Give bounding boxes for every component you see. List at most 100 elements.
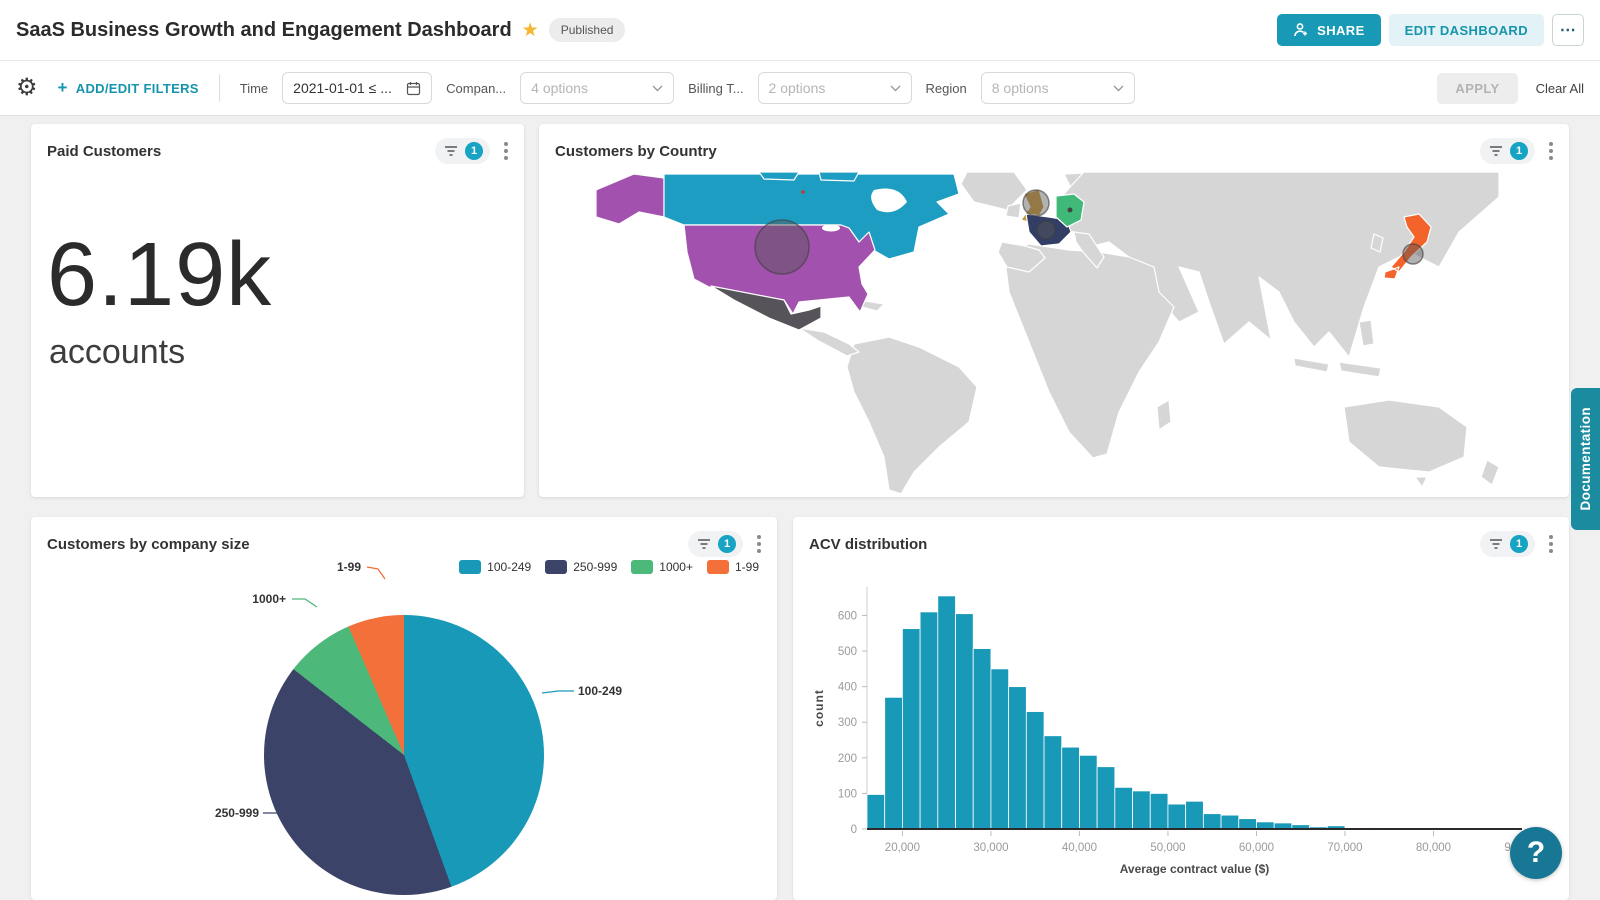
map-central-america[interactable]: [798, 327, 860, 357]
billing-filter-value: 2 options: [768, 80, 826, 96]
widget-filter-pill[interactable]: 1: [435, 138, 490, 164]
map-country-mexico[interactable]: [710, 285, 822, 331]
map-bubble-united-states[interactable]: [754, 219, 810, 275]
map-bubble-japan[interactable]: [1402, 243, 1424, 265]
page-title: SaaS Business Growth and Engagement Dash…: [16, 18, 512, 41]
histogram-bar[interactable]: [866, 794, 886, 830]
pie-label-1-99: 1-99: [336, 560, 361, 574]
kpi-unit: accounts: [49, 333, 186, 371]
map-bubble-france[interactable]: [1036, 220, 1056, 240]
time-filter-value: 2021-01-01 ≤ ...: [293, 80, 392, 96]
map-south-america[interactable]: [846, 336, 978, 495]
map-korea[interactable]: [1370, 233, 1384, 253]
histogram-bar[interactable]: [955, 613, 974, 830]
add-edit-filters-button[interactable]: + ADD/EDIT FILTERS: [58, 78, 199, 98]
map-africa[interactable]: [1003, 243, 1175, 459]
filter-count-badge: 1: [718, 535, 736, 553]
share-button[interactable]: SHARE: [1277, 14, 1381, 46]
histogram-chart[interactable]: 0 100 200 300 400 500 600 20,000 30,000 40,000 50,…: [801, 569, 1561, 899]
filter-icon: [698, 539, 710, 549]
histogram-bar[interactable]: [884, 696, 903, 830]
legend-item[interactable]: 1-99: [706, 560, 759, 574]
histogram-bar[interactable]: [1167, 803, 1187, 830]
time-filter-input[interactable]: 2021-01-01 ≤ ...: [282, 72, 433, 104]
histogram-bar[interactable]: [1008, 686, 1027, 830]
svg-text:600: 600: [838, 610, 857, 622]
histogram-bar[interactable]: [1185, 800, 1204, 830]
clear-all-button[interactable]: Clear All: [1535, 80, 1584, 96]
histogram-bar[interactable]: [1149, 793, 1169, 830]
favorite-star-icon[interactable]: ★: [521, 19, 539, 41]
svg-text:30,000: 30,000: [973, 842, 1008, 854]
company-filter-select[interactable]: 4 options: [520, 72, 675, 104]
map-country-france[interactable]: [1025, 213, 1072, 247]
widget-menu-button[interactable]: [753, 531, 765, 557]
billing-filter-label: Billing T...: [688, 80, 744, 96]
gear-icon[interactable]: ⚙: [16, 74, 38, 101]
histogram-bar[interactable]: [972, 648, 992, 830]
share-user-icon: [1294, 23, 1308, 37]
pie-chart[interactable]: [264, 615, 544, 895]
histogram-bar[interactable]: [1079, 754, 1098, 830]
map-indonesia[interactable]: [1293, 357, 1382, 378]
map-madagascar[interactable]: [1156, 399, 1172, 431]
help-button[interactable]: ?: [1510, 827, 1562, 879]
map-country-alaska[interactable]: [595, 173, 665, 225]
histogram-bar[interactable]: [1043, 735, 1063, 830]
pie-label-100-249: 100-249: [578, 684, 623, 698]
histogram-bar[interactable]: [1061, 746, 1080, 830]
widget-filter-pill[interactable]: 1: [1480, 531, 1535, 557]
histogram-bar[interactable]: [902, 628, 921, 830]
svg-text:400: 400: [838, 682, 857, 694]
histogram-bar[interactable]: [1238, 818, 1257, 830]
histogram-bar[interactable]: [937, 595, 956, 830]
legend-label: 1000+: [659, 560, 693, 574]
svg-text:count: count: [812, 689, 826, 727]
company-size-title: Customers by company size: [47, 535, 250, 553]
legend-swatch: [545, 560, 568, 574]
histogram-bar[interactable]: [1220, 814, 1240, 830]
map-dot-canada: [801, 190, 805, 194]
map-bubble-united-kingdom[interactable]: [1022, 189, 1050, 217]
more-options-button[interactable]: ⋯: [1552, 14, 1584, 46]
histogram-bar[interactable]: [1025, 711, 1045, 830]
edit-dashboard-button[interactable]: EDIT DASHBOARD: [1388, 14, 1544, 46]
map-philippines[interactable]: [1358, 319, 1375, 347]
map-country-japan[interactable]: [1383, 213, 1432, 280]
widget-menu-button[interactable]: [1545, 531, 1557, 557]
map-ireland[interactable]: [1005, 202, 1022, 219]
billing-filter-select[interactable]: 2 options: [757, 72, 912, 104]
legend-item[interactable]: 100-249: [459, 560, 531, 574]
map-tasmania[interactable]: [1414, 476, 1428, 488]
histogram-bar[interactable]: [1114, 786, 1133, 830]
svg-text:100: 100: [838, 788, 857, 800]
widget-filter-pill[interactable]: 1: [688, 531, 743, 557]
region-filter-value: 8 options: [991, 80, 1049, 96]
map-new-zealand[interactable]: [1480, 459, 1500, 486]
histogram-bar[interactable]: [1132, 790, 1151, 830]
histogram-bar[interactable]: [919, 611, 939, 830]
add-edit-filters-label: ADD/EDIT FILTERS: [75, 80, 199, 96]
map-country-canada-islands[interactable]: [758, 172, 860, 182]
widget-menu-button[interactable]: [500, 138, 512, 164]
time-filter-label: Time: [239, 80, 269, 96]
svg-text:40,000: 40,000: [1062, 842, 1097, 854]
histogram-bar[interactable]: [1202, 813, 1222, 830]
map-iberia[interactable]: [997, 241, 1046, 273]
documentation-tab[interactable]: Documentation: [1571, 388, 1600, 530]
histogram-bar[interactable]: [1096, 766, 1116, 830]
region-filter-select[interactable]: 8 options: [980, 72, 1135, 104]
svg-text:300: 300: [838, 717, 857, 729]
legend-item[interactable]: 250-999: [545, 560, 617, 574]
widget-filter-pill[interactable]: 1: [1480, 138, 1535, 164]
widget-menu-button[interactable]: [1545, 138, 1557, 164]
filter-count-badge: 1: [465, 142, 483, 160]
map-italy[interactable]: [1073, 231, 1105, 269]
map-australia[interactable]: [1343, 399, 1468, 473]
divider: [218, 74, 220, 102]
histogram-bar[interactable]: [1256, 821, 1275, 830]
histogram-bar[interactable]: [990, 668, 1010, 830]
legend-item[interactable]: 1000+: [631, 560, 693, 574]
legend-swatch: [459, 560, 482, 574]
apply-button[interactable]: APPLY: [1437, 72, 1518, 104]
